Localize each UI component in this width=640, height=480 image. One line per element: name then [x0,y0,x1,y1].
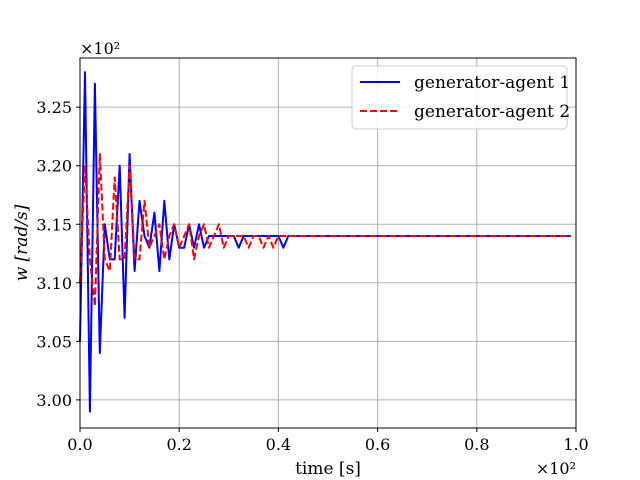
x-multiplier-label: ×10² [536,459,576,478]
legend-box [351,65,568,130]
x-tick-label: 0.0 [67,435,92,454]
x-tick-label: 1.0 [563,435,588,454]
y-tick-label: 3.25 [36,98,72,117]
series-line-generator-agent-2 [79,153,571,308]
series-lines [79,71,571,413]
legend-label-generator-agent-2: generator-agent 2 [414,102,570,122]
y-axis-label: w [rad/s] [12,204,32,281]
y-multiplier-label: ×10² [80,39,120,58]
x-axis-label: time [s] [295,459,361,479]
x-tick-label: 0.8 [464,435,489,454]
series-line-generator-agent-1 [79,71,571,413]
axis-ticks: 0.0 0.2 0.4 0.6 0.8 1.0 3.00 3.05 3.10 3.15 3.20 3.… [36,98,588,454]
y-tick-label: 3.00 [36,391,72,410]
plot-frame [79,57,577,429]
y-tick-label: 3.05 [36,332,72,351]
x-tick-label: 0.2 [166,435,191,454]
y-tick-label: 3.10 [36,274,72,293]
x-tick-label: 0.6 [365,435,390,454]
legend-label-generator-agent-1: generator-agent 1 [414,73,570,93]
y-tick-label: 3.15 [36,215,72,234]
x-tick-label: 0.4 [266,435,291,454]
legend: generator-agent 1 generator-agent 2 [351,65,570,130]
y-tick-label: 3.20 [36,157,72,176]
